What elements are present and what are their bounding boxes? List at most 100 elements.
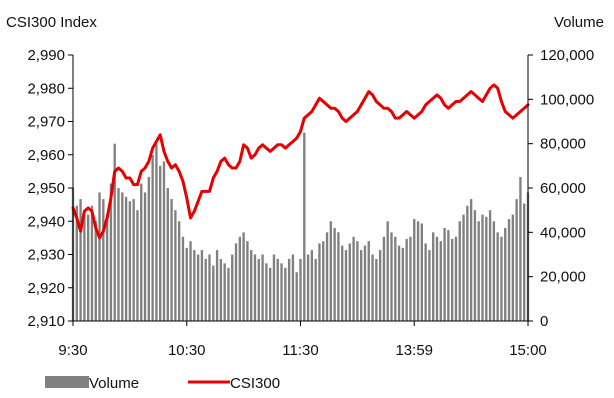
volume-bar <box>481 214 484 321</box>
volume-bar <box>181 236 185 321</box>
volume-bar <box>394 236 397 321</box>
left-axis-title: CSI300 Index <box>6 14 97 31</box>
volume-bar <box>401 247 405 321</box>
left-tick-label: 2,950 <box>27 180 65 197</box>
volume-bar <box>424 243 427 321</box>
volume-bar <box>250 250 253 321</box>
volume-bar <box>435 236 439 321</box>
volume-bar <box>253 254 257 321</box>
volume-bar <box>291 254 295 321</box>
legend-volume-swatch <box>45 376 89 388</box>
volume-bar <box>212 265 215 321</box>
volume-bar <box>151 154 154 321</box>
volume-bar <box>507 219 511 321</box>
volume-bar <box>504 227 507 321</box>
right-tick-label: 80,000 <box>540 136 586 153</box>
volume-bar <box>113 143 116 321</box>
volume-bar <box>177 221 181 321</box>
volume-bar <box>200 250 204 321</box>
volume-bar <box>466 205 469 321</box>
volume-bar <box>90 205 94 321</box>
volume-bar <box>390 232 393 321</box>
volume-bar <box>405 238 408 321</box>
volume-bar <box>299 258 302 321</box>
volume-bar <box>276 258 279 321</box>
volume-bar <box>117 188 120 321</box>
volume-bar <box>268 267 272 321</box>
left-tick-label: 2,930 <box>27 247 65 264</box>
volume-bar <box>124 196 128 321</box>
volume-bar <box>363 245 367 321</box>
right-axis-title: Volume <box>554 14 604 31</box>
volume-bar <box>208 254 211 321</box>
left-tick-label: 2,980 <box>27 80 65 97</box>
volume-bar <box>246 241 249 321</box>
right-tick-label: 40,000 <box>540 224 586 241</box>
volume-bar <box>447 230 450 321</box>
volume-bar <box>397 245 401 321</box>
volume-bar <box>523 203 526 321</box>
volume-bar <box>492 221 496 321</box>
volume-bar <box>450 238 454 321</box>
volume-bar <box>454 236 458 321</box>
right-tick-label: 0 <box>540 313 548 330</box>
volume-bar <box>257 258 260 321</box>
right-tick-label: 120,000 <box>540 47 594 64</box>
volume-bar <box>488 210 492 321</box>
legend: Volume CSI300 <box>45 375 280 392</box>
volume-bar <box>511 214 515 321</box>
volume-bar <box>189 241 192 321</box>
volume-bar <box>428 250 431 321</box>
volume-bar <box>98 192 101 321</box>
volume-bar <box>485 216 488 321</box>
csi300-line <box>71 83 530 240</box>
volume-bar <box>420 223 424 321</box>
volume-bar <box>162 161 166 321</box>
volume-bar <box>147 176 151 321</box>
volume-bar <box>132 199 135 321</box>
volume-bar <box>185 247 188 321</box>
volume-bar <box>128 201 132 321</box>
volume-bar <box>86 214 90 321</box>
volume-bar <box>348 243 351 321</box>
volume-bar <box>500 236 503 321</box>
left-tick-label: 2,910 <box>27 313 65 330</box>
volume-bar <box>329 221 333 321</box>
left-tick-label: 2,940 <box>27 213 65 230</box>
volume-bar <box>238 236 242 321</box>
volume-bar <box>337 232 340 321</box>
volume-bar <box>234 243 238 321</box>
volume-bar <box>322 241 325 321</box>
volume-bar <box>416 221 420 321</box>
volume-bar <box>359 250 363 321</box>
volume-bar <box>382 236 386 321</box>
volume-bar <box>204 258 207 321</box>
volume-bar <box>219 258 223 321</box>
volume-bar <box>83 210 86 321</box>
volume-bar <box>439 241 442 321</box>
left-tick-label: 2,960 <box>27 147 65 164</box>
volume-bar <box>105 214 109 321</box>
x-tick-label: 9:30 <box>58 342 87 359</box>
legend-volume-label: Volume <box>89 375 139 392</box>
volume-bar <box>121 192 124 321</box>
volume-bar <box>306 254 310 321</box>
volume-bar <box>375 258 378 321</box>
volume-bar <box>287 258 291 321</box>
volume-bar <box>333 227 336 321</box>
volume-bar <box>75 205 78 321</box>
volume-bar <box>356 241 359 321</box>
volume-bar <box>352 236 355 321</box>
volume-bar <box>458 221 461 321</box>
volume-bar <box>272 254 276 321</box>
volume-bar <box>367 241 370 321</box>
x-tick-label: 11:30 <box>282 342 318 359</box>
volume-bar <box>227 267 230 321</box>
volume-bar <box>166 188 169 321</box>
x-tick-label: 13:59 <box>395 342 433 359</box>
right-tick-label: 100,000 <box>540 91 594 108</box>
volume-bar <box>515 199 518 321</box>
volume-bar <box>519 176 522 321</box>
left-tick-label: 2,990 <box>27 47 65 64</box>
